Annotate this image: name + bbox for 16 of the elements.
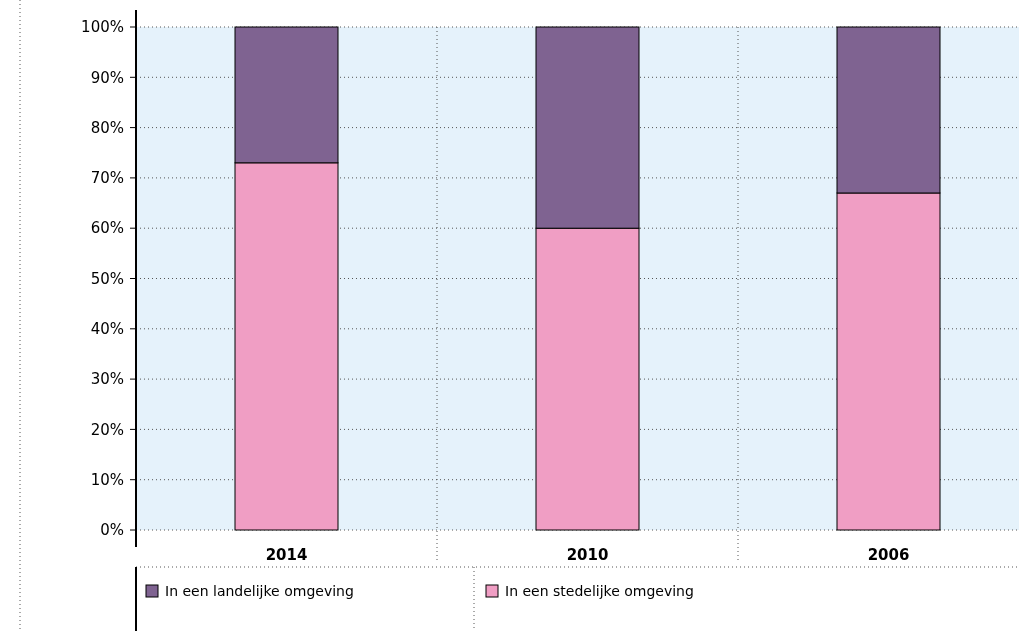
y-tick-label: 90%	[90, 68, 124, 87]
legend-label: In een stedelijke omgeving	[505, 582, 694, 599]
y-tick-label: 10%	[90, 470, 124, 489]
y-tick-label: 30%	[90, 370, 124, 389]
y-tick-label: 20%	[90, 420, 124, 439]
y-tick-label: 0%	[100, 521, 124, 540]
x-tick-label: 2010	[566, 546, 609, 564]
x-tick-label: 2006	[867, 546, 910, 564]
y-tick-label: 60%	[90, 219, 124, 238]
y-tick-label: 100%	[81, 18, 124, 37]
legend-label: In een landelijke omgeving	[165, 582, 354, 599]
y-tick-label: 40%	[90, 320, 124, 339]
y-tick-label: 70%	[90, 169, 124, 188]
y-tick-label: 80%	[90, 118, 124, 137]
y-tick-label: 50%	[90, 269, 124, 288]
x-tick-label: 2014	[265, 546, 308, 564]
